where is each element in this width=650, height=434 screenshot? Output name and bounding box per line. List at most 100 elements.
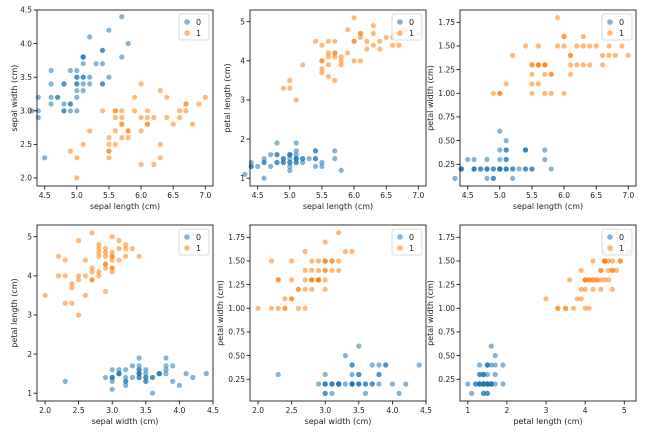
legend-marker: [184, 245, 190, 251]
data-point: [325, 62, 331, 68]
data-point: [484, 390, 490, 396]
data-point: [336, 381, 342, 387]
data-point: [136, 253, 142, 259]
data-point: [477, 371, 483, 378]
data-point: [302, 286, 308, 292]
data-point: [261, 156, 267, 162]
data-point: [469, 390, 475, 396]
y-tick-label: 4.0: [20, 39, 32, 48]
data-point: [574, 296, 580, 302]
data-point: [242, 171, 248, 177]
legend-marker: [607, 234, 613, 240]
data-point: [332, 54, 338, 60]
x-tick-label: 5.0: [284, 191, 296, 200]
data-point: [613, 267, 620, 273]
data-point: [190, 374, 196, 381]
data-point: [319, 159, 325, 166]
data-point: [396, 390, 402, 396]
data-point: [96, 273, 102, 279]
data-point: [338, 58, 344, 64]
data-point: [349, 362, 355, 368]
x-tick-label: 4.5: [207, 406, 219, 415]
legend: 01: [601, 228, 633, 256]
x-tick-label: 4.0: [173, 406, 185, 415]
data-point: [306, 156, 312, 162]
data-point: [590, 258, 596, 264]
data-point: [67, 108, 73, 114]
x-tick-label: 5.0: [494, 191, 506, 200]
x-tick-label: 2.5: [73, 406, 85, 415]
x-axis-label: sepal length (cm): [513, 202, 583, 211]
data-point: [598, 267, 604, 273]
data-point: [109, 269, 115, 275]
data-point: [274, 152, 280, 158]
data-point: [342, 248, 348, 255]
data-point: [203, 371, 209, 377]
data-point: [309, 267, 315, 273]
data-point: [580, 33, 586, 40]
data-point: [69, 300, 75, 306]
data-point: [112, 114, 118, 121]
data-point: [183, 101, 189, 107]
data-point: [542, 62, 548, 68]
data-point: [606, 277, 612, 283]
y-tick-label: 0.25: [438, 375, 455, 384]
legend: 01: [601, 13, 633, 41]
data-point: [136, 371, 142, 377]
data-point: [35, 114, 41, 121]
data-point: [136, 374, 142, 381]
data-point: [62, 273, 68, 279]
data-point: [329, 390, 335, 396]
y-tick-label: 3.0: [20, 106, 32, 115]
data-point: [570, 305, 577, 311]
data-point: [170, 378, 176, 384]
data-point: [561, 33, 567, 40]
data-point: [80, 81, 86, 87]
data-point: [329, 258, 335, 264]
data-point: [484, 371, 490, 378]
data-point: [484, 166, 490, 172]
x-axis-label: sepal width (cm): [305, 417, 372, 426]
data-point: [510, 166, 516, 172]
y-tick-label: 2.5: [20, 140, 32, 149]
subplot-2: 4.5 5.0 5.5 6.0 6.5 7.0 1 2 3 4 5 sepal length (cm)…: [223, 9, 427, 211]
data-point: [123, 382, 129, 388]
data-point: [370, 30, 376, 37]
data-point: [364, 46, 370, 52]
y-tick-label: 1.50: [438, 257, 455, 266]
data-point: [602, 277, 608, 283]
data-point: [322, 277, 328, 283]
data-point: [109, 367, 115, 373]
data-point: [96, 249, 102, 255]
data-point: [80, 88, 86, 94]
data-point: [535, 43, 542, 49]
data-point: [87, 128, 93, 134]
data-point: [268, 163, 274, 169]
data-point: [82, 257, 88, 263]
data-point: [336, 230, 342, 236]
x-tick-label: 4: [583, 406, 588, 415]
data-point: [503, 156, 509, 163]
data-point: [582, 286, 588, 292]
data-point: [99, 81, 106, 87]
data-point: [143, 378, 149, 384]
y-axis-label: petal width (cm): [216, 280, 225, 346]
data-point: [151, 114, 157, 121]
legend-label: 0: [409, 233, 414, 242]
data-point: [492, 381, 498, 387]
x-tick-label: 6.5: [380, 191, 392, 200]
data-point: [67, 101, 73, 107]
data-point: [102, 245, 109, 252]
data-point: [55, 273, 62, 279]
y-tick-label: 1.25: [228, 280, 245, 289]
series-0: [242, 140, 344, 181]
x-axis-label: sepal length (cm): [90, 202, 160, 211]
data-point: [129, 245, 135, 252]
data-point: [471, 156, 477, 163]
data-point: [357, 58, 364, 64]
data-point: [529, 90, 535, 96]
data-point: [274, 159, 280, 166]
data-point: [300, 156, 306, 162]
y-tick-label: 5: [27, 232, 32, 241]
